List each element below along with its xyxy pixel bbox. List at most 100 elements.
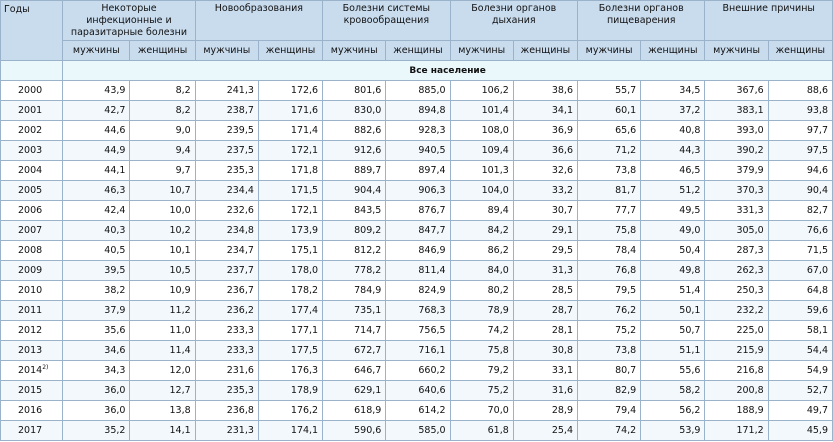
- year-cell: 2002: [0, 120, 64, 141]
- value-cell: 233,3: [194, 320, 259, 341]
- value-cell: 370,3: [704, 180, 769, 201]
- value-cell: 236,8: [194, 400, 259, 421]
- value-cell: 14,1: [129, 420, 196, 441]
- value-cell: 31,3: [512, 260, 579, 281]
- value-cell: 70,0: [449, 400, 514, 421]
- value-cell: 34,1: [512, 100, 579, 121]
- table-row: 2005 46,3 10,7 234,4 171,5 904,4 906,3 104,0 33,…: [0, 180, 833, 201]
- value-cell: 11,0: [129, 320, 196, 341]
- value-cell: 885,0: [385, 80, 451, 101]
- year-cell: 2011: [0, 300, 64, 321]
- value-cell: 36,6: [512, 140, 579, 161]
- value-cell: 172,6: [257, 80, 324, 101]
- value-cell: 67,0: [767, 260, 833, 281]
- cause-header-respiratory: Болезни органов дыхания: [449, 0, 579, 41]
- value-cell: 618,9: [322, 400, 387, 421]
- value-cell: 35,6: [62, 320, 131, 341]
- value-cell: 233,3: [194, 340, 259, 361]
- cause-header-neoplasms: Новообразования: [194, 0, 324, 41]
- table-row: 2015 36,0 12,7 235,3 178,9 629,1 640,6 75,2 31,6…: [0, 380, 833, 401]
- table-row: 2006 42,4 10,0 232,6 172,1 843,5 876,7 89,4 30,7…: [0, 200, 833, 221]
- year-value: 2004: [18, 165, 43, 176]
- year-value: 2013: [18, 345, 43, 356]
- value-cell: 590,6: [322, 420, 387, 441]
- value-cell: 830,0: [322, 100, 387, 121]
- value-cell: 75,2: [449, 380, 514, 401]
- value-cell: 74,2: [576, 420, 642, 441]
- value-cell: 54,9: [767, 360, 833, 381]
- value-cell: 71,2: [576, 140, 642, 161]
- value-cell: 178,2: [257, 280, 324, 301]
- year-cell: 2000: [0, 80, 64, 101]
- value-cell: 640,6: [385, 380, 451, 401]
- value-cell: 171,4: [257, 120, 324, 141]
- year-value: 2010: [18, 285, 43, 296]
- value-cell: 231,6: [194, 360, 259, 381]
- value-cell: 234,8: [194, 220, 259, 241]
- year-value: 2015: [18, 385, 43, 396]
- value-cell: 234,4: [194, 180, 259, 201]
- value-cell: 11,4: [129, 340, 196, 361]
- table-row: 2017 35,2 14,1 231,3 174,1 590,6 585,0 61,8 25,4…: [0, 420, 833, 441]
- year-value: 2000: [18, 85, 43, 96]
- value-cell: 33,1: [512, 360, 579, 381]
- value-cell: 250,3: [704, 280, 769, 301]
- value-cell: 32,6: [512, 160, 579, 181]
- value-cell: 65,6: [576, 120, 642, 141]
- value-cell: 177,5: [257, 340, 324, 361]
- value-cell: 82,7: [767, 200, 833, 221]
- value-cell: 36,9: [512, 120, 579, 141]
- header-row-sex: мужчины женщины мужчины женщины мужчины …: [1, 40, 833, 61]
- table-row: 2008 40,5 10,1 234,7 175,1 812,2 846,9 86,2 29,5…: [0, 240, 833, 261]
- value-cell: 171,5: [257, 180, 324, 201]
- year-cell: 2016: [0, 400, 64, 421]
- value-cell: 25,4: [512, 420, 579, 441]
- year-value: 2001: [18, 105, 43, 116]
- value-cell: 28,1: [512, 320, 579, 341]
- value-cell: 89,4: [449, 200, 514, 221]
- value-cell: 912,6: [322, 140, 387, 161]
- value-cell: 239,5: [194, 120, 259, 141]
- value-cell: 54,4: [767, 340, 833, 361]
- table-row: 2007 40,3 10,2 234,8 173,9 809,2 847,7 84,2 29,1…: [0, 220, 833, 241]
- value-cell: 37,2: [640, 100, 706, 121]
- year-cell: 2017: [0, 420, 64, 441]
- value-cell: 178,0: [257, 260, 324, 281]
- year-value: 2012: [18, 325, 43, 336]
- value-cell: 8,2: [129, 80, 196, 101]
- section-row: Все население: [0, 60, 833, 81]
- value-cell: 77,7: [576, 200, 642, 221]
- value-cell: 51,4: [640, 280, 706, 301]
- value-cell: 188,9: [704, 400, 769, 421]
- year-cell: 2015: [0, 380, 64, 401]
- value-cell: 714,7: [322, 320, 387, 341]
- year-value: 2008: [18, 245, 43, 256]
- female-header: женщины: [385, 40, 451, 61]
- value-cell: 331,3: [704, 200, 769, 221]
- value-cell: 904,4: [322, 180, 387, 201]
- cause-header-external: Внешние причины: [704, 0, 833, 41]
- value-cell: 234,7: [194, 240, 259, 261]
- year-cell: 2013: [0, 340, 64, 361]
- value-cell: 34,5: [640, 80, 706, 101]
- value-cell: 76,2: [576, 300, 642, 321]
- value-cell: 38,2: [62, 280, 131, 301]
- value-cell: 10,5: [129, 260, 196, 281]
- table-body: Все население 2000 43,9 8,2 241,3 172,6 801,6…: [0, 60, 833, 441]
- year-value: 2002: [18, 125, 43, 136]
- value-cell: 45,9: [767, 420, 833, 441]
- value-cell: 71,5: [767, 240, 833, 261]
- value-cell: 76,6: [767, 220, 833, 241]
- male-header: мужчины: [194, 40, 259, 61]
- value-cell: 9,7: [129, 160, 196, 181]
- value-cell: 75,8: [576, 220, 642, 241]
- value-cell: 232,2: [704, 300, 769, 321]
- value-cell: 75,8: [449, 340, 514, 361]
- year-cell: 2004: [0, 160, 64, 181]
- value-cell: 75,2: [576, 320, 642, 341]
- value-cell: 88,6: [767, 80, 833, 101]
- value-cell: 13,8: [129, 400, 196, 421]
- value-cell: 231,3: [194, 420, 259, 441]
- value-cell: 46,5: [640, 160, 706, 181]
- value-cell: 50,1: [640, 300, 706, 321]
